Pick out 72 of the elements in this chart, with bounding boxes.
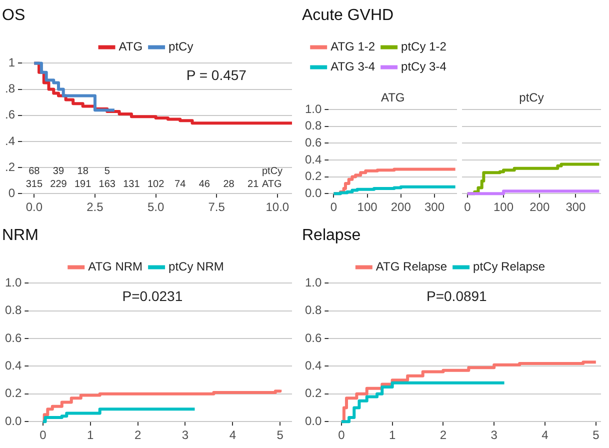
y-tick-label: 0.4: [304, 358, 322, 373]
y-tick-label: 0.4: [304, 152, 322, 166]
y-tick-label: 0.8: [304, 118, 322, 133]
y-tick-label: 0.2: [4, 386, 22, 400]
x-tick-label: 2: [134, 428, 142, 442]
y-tick-label: 0.4: [4, 358, 22, 373]
y-tick-label: 0.6: [304, 330, 322, 345]
chart-title: Acute GVHD: [302, 7, 394, 24]
y-tick-label: 0.6: [4, 330, 22, 345]
y-tick-label: 0.0: [4, 414, 22, 428]
text: ptCy 1-2: [401, 40, 446, 54]
y-tick-label: 1.0: [304, 102, 322, 116]
annotation: P=0.0891: [426, 288, 488, 304]
y-tick-label: 1: [8, 56, 16, 70]
x-tick-label: 4: [542, 428, 549, 442]
x-tick-label: 100: [357, 200, 378, 214]
x-tick-label: 2: [440, 428, 447, 442]
chart-subtitle: ATG: [380, 90, 405, 105]
x-tick-label: 0: [40, 428, 47, 442]
legend-label: ATG 1-2: [330, 40, 376, 54]
legend-label: ptCy Relapse: [473, 260, 546, 274]
y-tick-label: 0.8: [304, 303, 322, 318]
legend-label: ATG: [118, 40, 143, 54]
y-tick-label: 0.2: [304, 386, 322, 400]
y-tick-label: .2: [4, 160, 16, 174]
x-tick-label: 5.0: [147, 200, 164, 214]
y-tick-label: 1.0: [304, 276, 322, 290]
x-tick-label: 10.0: [266, 200, 290, 214]
y-tick-label: 0.6: [304, 136, 322, 150]
chart-title: OS: [2, 7, 26, 24]
x-tick-label: 1: [388, 428, 396, 442]
y-tick-label: .8: [4, 82, 16, 96]
y-tick-label: 0: [8, 186, 16, 200]
x-tick-label: 5: [276, 428, 284, 442]
y-tick-label: .6: [4, 108, 16, 122]
x-tick-label: 7.5: [208, 200, 226, 214]
text: 68 39 18 5: [28, 166, 110, 178]
text: ptCy 3-4: [401, 60, 446, 74]
x-tick-label: 100: [494, 200, 514, 214]
x-tick-label: 200: [530, 200, 550, 214]
annotation: P = 0.457: [186, 67, 247, 84]
x-tick-label: 0: [464, 200, 472, 214]
legend-label: ATG Relapse: [376, 260, 448, 274]
x-tick-label: 200: [390, 200, 412, 214]
x-tick-label: 1: [87, 428, 94, 442]
x-tick-label: 0.0: [26, 200, 43, 214]
annotation: P=0.0231: [122, 288, 183, 304]
y-tick-label: 1.0: [4, 276, 22, 290]
x-tick-label: 4: [229, 428, 236, 442]
chart-title: NRM: [2, 227, 38, 244]
legend-label: ATG NRM: [88, 260, 143, 274]
chart-subtitle: ptCy: [519, 90, 544, 105]
legend-label: ptCy: [168, 40, 194, 54]
x-tick-label: 3: [182, 428, 189, 442]
x-tick-label: 300: [566, 200, 586, 214]
y-tick-label: 0.0: [304, 186, 322, 200]
chart-title: Relapse: [302, 227, 361, 244]
x-tick-label: 0: [330, 200, 338, 214]
y-tick-label: 0.0: [304, 414, 322, 428]
x-tick-label: 3: [490, 428, 498, 442]
y-tick-label: 0.2: [304, 169, 322, 184]
legend-label: ATG 3-4: [330, 60, 376, 74]
annotation: ATG: [262, 179, 282, 190]
x-tick-label: 0: [338, 428, 346, 442]
annotation: ptCy: [262, 166, 283, 178]
y-tick-label: 0.8: [4, 303, 22, 318]
x-tick-label: 5: [592, 428, 600, 442]
x-tick-label: 2.5: [86, 200, 104, 214]
y-tick-label: .4: [4, 134, 16, 148]
x-tick-label: 300: [424, 200, 445, 214]
text: 315 229 191 163 131 102 74 46 28 21: [26, 179, 259, 190]
legend-label: ptCy NRM: [168, 260, 224, 274]
